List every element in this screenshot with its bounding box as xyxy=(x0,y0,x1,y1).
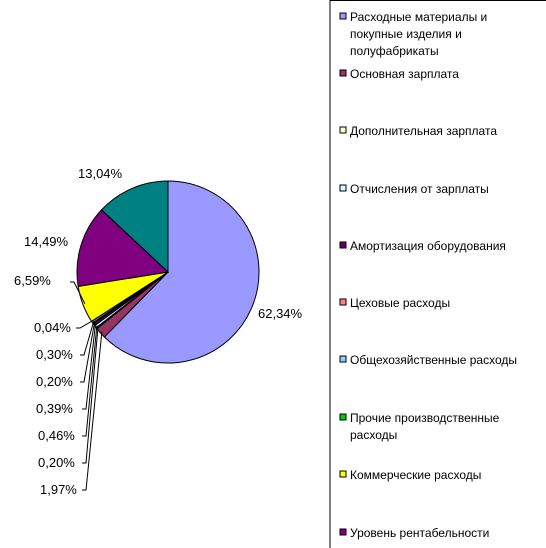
data-label: 0,04% xyxy=(34,320,71,335)
legend-swatch xyxy=(339,126,347,134)
data-labels: 62,34% 1,97% 0,20% 0,46% 0,39% 0,20% 0,30% 0,04… xyxy=(14,166,303,497)
data-label: 0,20% xyxy=(38,455,75,470)
data-label: 6,59% xyxy=(14,273,51,288)
legend-label: Амортизация оборудования xyxy=(350,239,506,253)
legend-label: покупные изделия и xyxy=(350,27,462,41)
legend-swatch xyxy=(339,12,347,20)
legend-label: Основная зарплата xyxy=(350,67,459,81)
legend-label: расходы xyxy=(350,428,397,442)
legend-label: Цеховые расходы xyxy=(350,296,450,310)
leader-line xyxy=(82,325,98,437)
legend-label: Отчисления от зарплаты xyxy=(350,182,489,196)
leader-line xyxy=(80,320,95,356)
leader-line xyxy=(70,281,86,305)
legend-swatch xyxy=(339,69,347,77)
legend-swatch xyxy=(339,470,347,478)
data-label: 13,04% xyxy=(78,166,123,181)
data-label: 0,46% xyxy=(38,428,75,443)
data-label: 1,97% xyxy=(40,482,77,497)
leader-line xyxy=(82,323,96,410)
data-label: 0,30% xyxy=(36,347,73,362)
leader-lines xyxy=(70,281,103,491)
pie-slice xyxy=(100,180,169,274)
data-label: 0,39% xyxy=(36,401,73,416)
pie-slices xyxy=(76,180,260,364)
data-label: 0,20% xyxy=(36,374,73,389)
leader-line xyxy=(76,319,94,329)
legend-label: Расходные материалы и xyxy=(350,10,487,24)
pie-slice xyxy=(76,209,170,287)
legend-label: Уровень рентабельности xyxy=(350,526,489,540)
legend-label: Прочие производственные xyxy=(350,411,500,425)
legend-swatch xyxy=(339,413,347,421)
legend-label: Дополнительная зарплата xyxy=(350,124,497,138)
data-label: 62,34% xyxy=(258,306,303,321)
legend-swatch xyxy=(339,241,347,249)
legend-label: Общехозяйственные расходы xyxy=(350,353,517,367)
legend-swatch xyxy=(339,184,347,192)
leader-line xyxy=(80,322,96,383)
legend-swatch xyxy=(339,355,347,363)
legend-label: полуфабрикаты xyxy=(350,44,439,58)
pie-slice xyxy=(103,180,260,364)
data-label: 14,49% xyxy=(24,234,69,249)
leader-line xyxy=(82,326,99,464)
legend-swatch xyxy=(339,298,347,306)
legend: Расходные материалы и покупные изделия и п… xyxy=(329,0,546,548)
legend-swatch xyxy=(339,528,347,536)
legend-label: Коммерческие расходы xyxy=(350,468,481,482)
leader-line xyxy=(82,331,103,491)
